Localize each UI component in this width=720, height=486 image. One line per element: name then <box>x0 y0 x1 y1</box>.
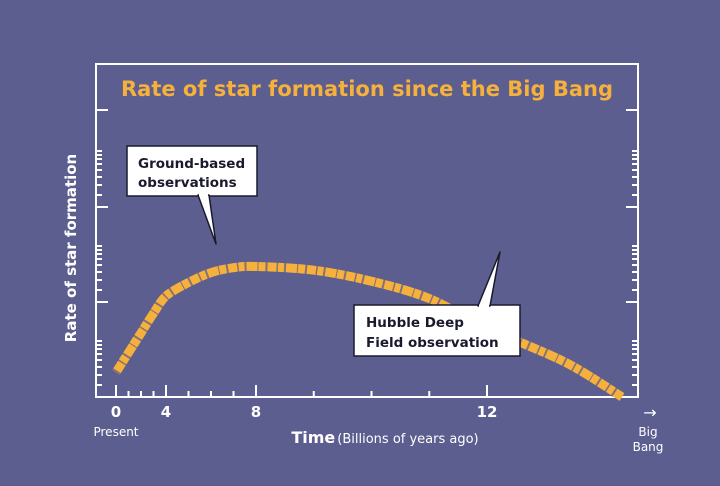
callout-hubble-pointer <box>477 251 501 307</box>
x-axis-label-main: Time <box>291 428 335 447</box>
callout-ground-based: Ground-based observations <box>126 145 258 245</box>
chart-title: Rate of star formation since the Big Ban… <box>121 77 613 101</box>
callout-hubble-box <box>353 304 521 357</box>
callout-ground-box <box>126 145 258 197</box>
plot-frame <box>95 63 639 398</box>
big-bang-arrow: → <box>643 403 656 422</box>
callout-ground-line1: Ground-based <box>138 156 245 172</box>
callout-ground-pointer <box>197 194 217 245</box>
big-bang-label-line2: Bang <box>633 440 664 454</box>
callout-hubble: Hubble Deep Field observation <box>353 251 521 357</box>
callout-ground-line2: observations <box>138 175 237 191</box>
x-axis-label-units: (Billions of years ago) <box>337 432 478 447</box>
tick-layer <box>96 109 638 397</box>
callout-hubble-line2: Field observation <box>366 335 499 351</box>
x-tick-label-12: 12 <box>477 403 498 421</box>
x-tick-label-4: 4 <box>161 403 171 421</box>
callout-hubble-line1: Hubble Deep <box>366 315 464 331</box>
y-axis-label: Rate of star formation <box>62 154 80 342</box>
x-axis-label: Time (Billions of years ago) <box>291 428 478 447</box>
x-tick-labels: 0 4 8 12 <box>111 403 498 421</box>
x-tick-label-0: 0 <box>111 403 121 421</box>
big-bang-label-line1: Big <box>638 425 657 439</box>
x-tick-label-8: 8 <box>251 403 261 421</box>
present-label: Present <box>93 425 138 439</box>
